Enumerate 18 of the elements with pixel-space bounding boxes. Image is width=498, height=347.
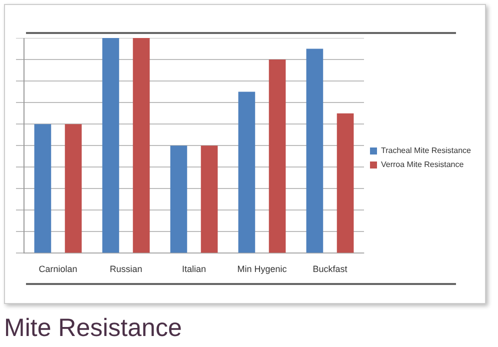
bar — [102, 38, 120, 253]
bar — [238, 92, 256, 253]
x-tick-label: Italian — [182, 264, 206, 274]
bar — [336, 113, 354, 253]
x-tick-label: Carniolan — [38, 264, 78, 274]
legend-label: Verroa Mite Resistance — [381, 160, 464, 170]
legend-label: Tracheal Mite Resistance — [381, 146, 472, 156]
bar — [306, 48, 324, 253]
text: Mite Resistance — [4, 314, 182, 343]
bar — [200, 146, 218, 253]
x-tick-label: Russian — [110, 264, 142, 274]
x-tick-label: Min Hygenic — [237, 264, 288, 274]
bar — [170, 146, 188, 253]
bar — [64, 124, 82, 253]
bar — [132, 38, 150, 253]
x-tick-label: Buckfast — [312, 264, 348, 274]
bar — [34, 124, 52, 253]
bar — [268, 60, 286, 253]
